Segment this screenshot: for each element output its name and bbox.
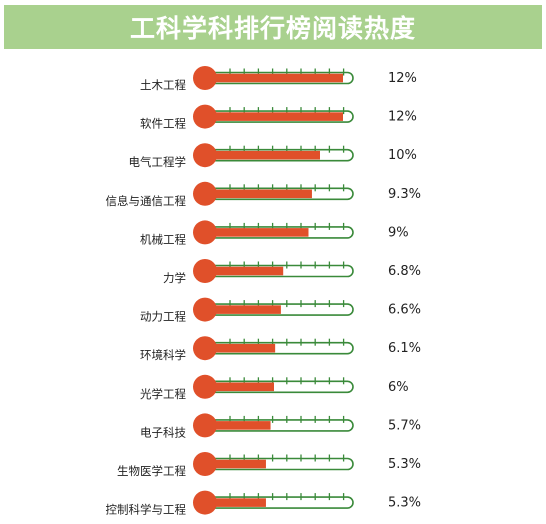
category-label: 生物医学工程 bbox=[117, 464, 186, 478]
thermometer-bulb bbox=[193, 66, 217, 90]
category-label: 环境科学 bbox=[140, 348, 186, 362]
value-label: 10% bbox=[388, 148, 417, 163]
category-label: 软件工程 bbox=[140, 117, 186, 131]
bar-fill bbox=[205, 343, 276, 353]
bar-fill bbox=[205, 382, 274, 392]
bar-fill bbox=[205, 112, 343, 121]
thermometer-bulb bbox=[193, 104, 217, 129]
value-label: 9.3% bbox=[388, 187, 421, 202]
thermometer-bulb bbox=[193, 181, 217, 206]
bar-fill bbox=[205, 150, 320, 160]
thermometer-bulb bbox=[193, 297, 217, 322]
value-label: 9% bbox=[388, 225, 409, 240]
bar-fill bbox=[205, 498, 266, 507]
thermometer-bulb bbox=[193, 374, 217, 399]
value-label: 5.7% bbox=[388, 418, 421, 433]
category-label: 动力工程 bbox=[140, 310, 186, 324]
chart-title: 工科学科排行榜阅读热度 bbox=[4, 5, 542, 49]
bar-fill bbox=[205, 421, 271, 430]
bar-fill bbox=[205, 305, 281, 314]
thermometer-bulb bbox=[193, 259, 217, 283]
value-label: 5.3% bbox=[388, 496, 421, 511]
category-label: 力学 bbox=[163, 271, 186, 285]
thermometer-bulb bbox=[193, 143, 217, 168]
value-label: 6.8% bbox=[388, 264, 421, 279]
category-label: 光学工程 bbox=[140, 387, 186, 401]
bar-fill bbox=[205, 228, 309, 237]
value-label: 6.1% bbox=[388, 341, 421, 356]
bar-fill bbox=[205, 266, 284, 276]
value-label: 12% bbox=[388, 110, 417, 125]
thermometer-bulb bbox=[193, 220, 217, 245]
category-label: 电子科技 bbox=[140, 425, 186, 439]
value-label: 6.6% bbox=[388, 303, 421, 318]
value-label: 12% bbox=[388, 71, 417, 86]
bar-fill bbox=[205, 73, 343, 83]
bar-fill bbox=[205, 459, 266, 469]
thermometer-bulb bbox=[193, 452, 217, 476]
category-label: 电气工程学 bbox=[129, 155, 187, 169]
value-label: 5.3% bbox=[388, 457, 421, 472]
category-label: 控制科学与工程 bbox=[106, 503, 187, 517]
thermometer-bulb bbox=[193, 413, 217, 438]
thermometer-bulb bbox=[193, 490, 217, 515]
category-label: 信息与通信工程 bbox=[106, 194, 187, 208]
thermometer-bulb bbox=[193, 336, 217, 361]
category-label: 土木工程 bbox=[140, 78, 186, 92]
category-label: 机械工程 bbox=[140, 232, 186, 246]
bar-fill bbox=[205, 189, 312, 199]
value-label: 6% bbox=[388, 380, 409, 395]
